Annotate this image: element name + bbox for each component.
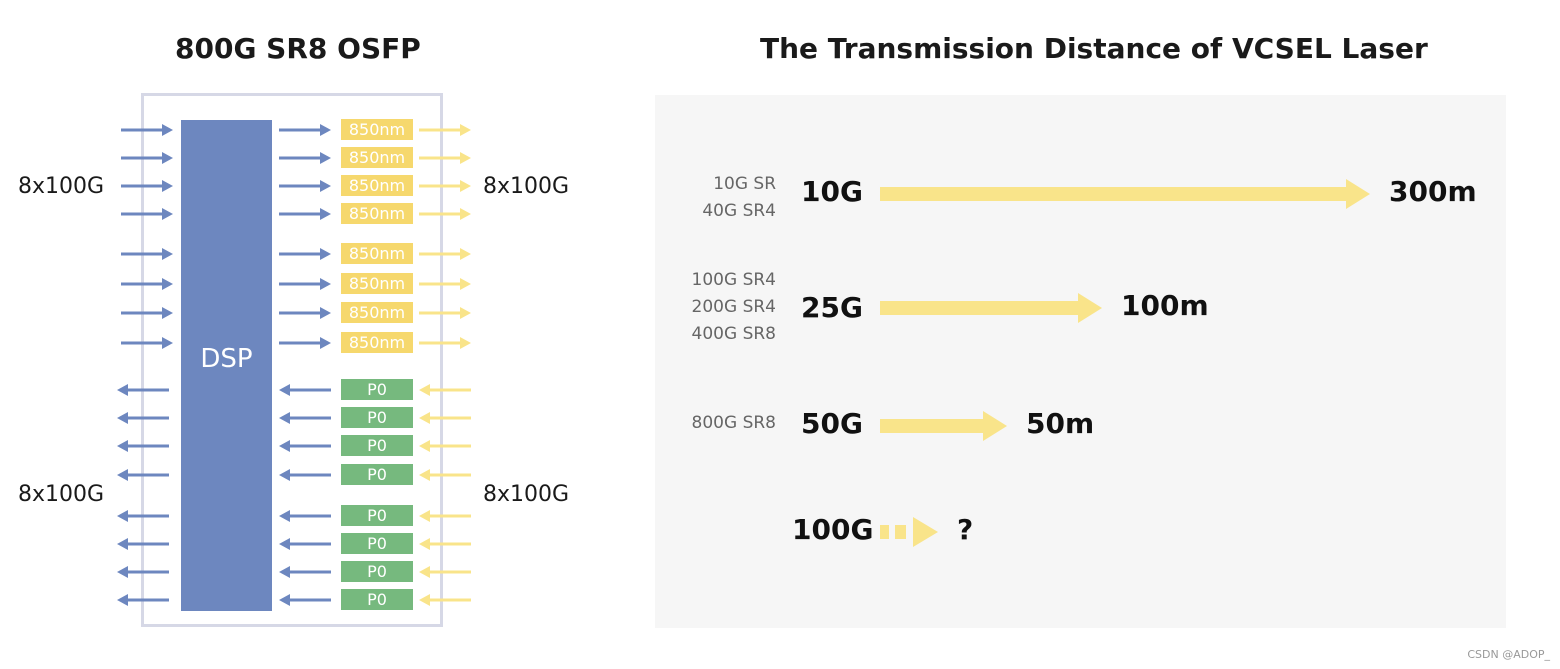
standard-label: 10G SR [713, 174, 776, 194]
tx-wavelength-chip: 850nm [341, 273, 413, 294]
rx-optical-arrow [419, 411, 471, 425]
row-3-distance: 50m [1026, 407, 1095, 440]
tx-optical-arrow [419, 123, 471, 137]
rx-output-arrow [117, 593, 169, 607]
distance-title: The Transmission Distance of VCSEL Laser [760, 32, 1428, 65]
module-title: 800G SR8 OSFP [175, 32, 421, 65]
tx-dsp-arrow [279, 306, 331, 320]
rx-dsp-arrow [279, 565, 331, 579]
rx-optical-arrow [419, 537, 471, 551]
dsp-block [181, 120, 272, 611]
standard-label: 100G SR4 [691, 270, 776, 290]
rx-dsp-arrow [279, 383, 331, 397]
tx-input-arrow [121, 277, 173, 291]
row-3-speed: 50G [801, 407, 863, 440]
tx-optical-arrow [419, 336, 471, 350]
tx-dsp-arrow [279, 123, 331, 137]
distance-arrow-dashed [880, 517, 938, 547]
tx-wavelength-chip: 850nm [341, 175, 413, 196]
row-1-standards: 10G SR 40G SR4 [636, 171, 776, 225]
standard-label: 200G SR4 [691, 297, 776, 317]
rx-optical-arrow [419, 565, 471, 579]
tx-wavelength-chip: 850nm [341, 243, 413, 264]
distance-arrow [880, 179, 1370, 209]
rx-photodiode-chip: P0 [341, 505, 413, 526]
tx-input-arrow [121, 247, 173, 261]
tx-input-arrow [121, 207, 173, 221]
row-2-standards: 100G SR4 200G SR4 400G SR8 [636, 267, 776, 348]
tx-optical-arrow [419, 306, 471, 320]
rx-optical-arrow [419, 468, 471, 482]
standard-label: 800G SR8 [691, 413, 776, 433]
standard-label: 400G SR8 [691, 324, 776, 344]
rx-output-arrow [117, 383, 169, 397]
standard-label: 40G SR4 [702, 201, 776, 221]
tx-wavelength-chip: 850nm [341, 203, 413, 224]
rx-output-arrow [117, 439, 169, 453]
row-1-distance: 300m [1389, 175, 1477, 208]
rx-dsp-arrow [279, 439, 331, 453]
rx-dsp-arrow [279, 537, 331, 551]
rx-output-label: 8x100G [18, 482, 105, 507]
rx-output-arrow [117, 537, 169, 551]
dsp-label: DSP [200, 344, 253, 374]
tx-optical-arrow [419, 277, 471, 291]
module-frame [141, 93, 443, 627]
distance-panel [655, 95, 1506, 628]
tx-input-arrow [121, 123, 173, 137]
rx-output-arrow [117, 565, 169, 579]
tx-input-label: 8x100G [18, 174, 105, 199]
rx-photodiode-chip: P0 [341, 407, 413, 428]
tx-wavelength-chip: 850nm [341, 119, 413, 140]
rx-photodiode-chip: P0 [341, 379, 413, 400]
tx-wavelength-chip: 850nm [341, 302, 413, 323]
row-2-distance: 100m [1121, 289, 1209, 322]
tx-wavelength-chip: 850nm [341, 147, 413, 168]
row-3-standards: 800G SR8 [636, 410, 776, 437]
rx-input-label: 8x100G [483, 482, 570, 507]
tx-input-arrow [121, 336, 173, 350]
rx-output-arrow [117, 509, 169, 523]
tx-optical-arrow [419, 179, 471, 193]
rx-optical-arrow [419, 509, 471, 523]
tx-wavelength-chip: 850nm [341, 332, 413, 353]
rx-photodiode-chip: P0 [341, 561, 413, 582]
rx-photodiode-chip: P0 [341, 533, 413, 554]
tx-input-arrow [121, 151, 173, 165]
rx-dsp-arrow [279, 411, 331, 425]
tx-output-label: 8x100G [483, 174, 570, 199]
rx-photodiode-chip: P0 [341, 435, 413, 456]
tx-dsp-arrow [279, 207, 331, 221]
tx-dsp-arrow [279, 151, 331, 165]
rx-dsp-arrow [279, 509, 331, 523]
rx-dsp-arrow [279, 593, 331, 607]
rx-optical-arrow [419, 593, 471, 607]
distance-arrow [880, 411, 1007, 441]
distance-arrow [880, 293, 1102, 323]
rx-photodiode-chip: P0 [341, 589, 413, 610]
tx-dsp-arrow [279, 336, 331, 350]
tx-dsp-arrow [279, 179, 331, 193]
tx-dsp-arrow [279, 277, 331, 291]
rx-photodiode-chip: P0 [341, 464, 413, 485]
watermark: CSDN @ADOP_ [1467, 648, 1550, 661]
tx-optical-arrow [419, 151, 471, 165]
tx-optical-arrow [419, 207, 471, 221]
row-2-speed: 25G [801, 291, 863, 324]
rx-output-arrow [117, 468, 169, 482]
rx-optical-arrow [419, 383, 471, 397]
rx-dsp-arrow [279, 468, 331, 482]
rx-optical-arrow [419, 439, 471, 453]
tx-input-arrow [121, 306, 173, 320]
row-4-distance: ? [957, 513, 974, 546]
tx-dsp-arrow [279, 247, 331, 261]
tx-optical-arrow [419, 247, 471, 261]
tx-input-arrow [121, 179, 173, 193]
row-4-speed: 100G [792, 513, 874, 546]
rx-output-arrow [117, 411, 169, 425]
row-1-speed: 10G [801, 175, 863, 208]
